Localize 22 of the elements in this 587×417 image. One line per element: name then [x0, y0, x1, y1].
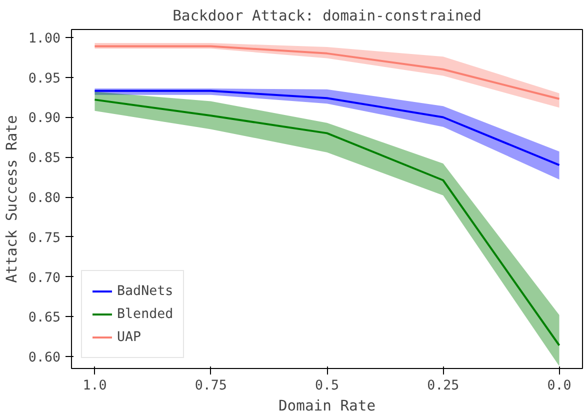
y-axis-title: Attack Success Rate: [3, 115, 20, 283]
x-tick-label: 0.5: [314, 378, 340, 394]
y-tick-label: 0.80: [28, 191, 61, 206]
x-tick-label: 0.75: [194, 378, 227, 394]
y-tick-label: 1.00: [28, 31, 61, 46]
y-tick-label: 0.60: [28, 350, 61, 366]
line-series: [94, 90, 560, 166]
x-tick-label: 1.0: [82, 378, 107, 394]
y-tick-label: 0.70: [28, 270, 61, 286]
x-tick-label: 0.25: [427, 378, 460, 394]
y-tick-label: 0.95: [28, 71, 61, 86]
x-tick-label: 0.0: [547, 378, 572, 394]
chart-title: Backdoor Attack: domain-constrained: [172, 8, 482, 24]
y-tick-label: 0.90: [28, 111, 61, 126]
legend-label: UAP: [117, 330, 142, 344]
x-axis-title: Domain Rate: [278, 398, 376, 414]
y-tick-label: 0.65: [28, 310, 61, 326]
y-tick-label: 0.85: [28, 151, 61, 166]
legend-label: BadNets: [117, 284, 174, 298]
legend-label: Blended: [117, 306, 174, 322]
line-series: [94, 45, 560, 100]
y-tick-label: 0.75: [28, 230, 61, 246]
